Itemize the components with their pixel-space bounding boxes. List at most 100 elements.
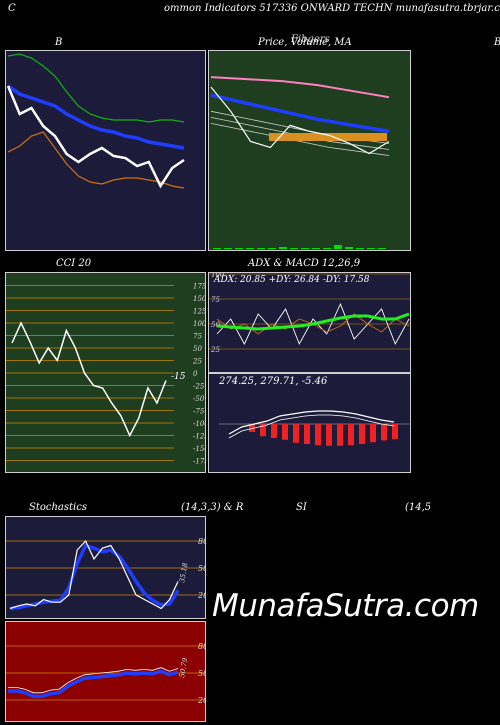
cci-tick-label: -175	[193, 458, 206, 466]
volume-bar	[224, 248, 232, 249]
price-title: Price, Volume, MA	[258, 37, 352, 48]
rsi-tick-label: 50	[198, 669, 206, 678]
macd-bar	[392, 424, 398, 440]
macd-bar	[304, 424, 310, 444]
stoch-tick-label: 80	[198, 537, 206, 546]
bollinger-series-3	[6, 85, 185, 189]
price-series-2	[210, 86, 390, 155]
bollinger-series-1	[7, 84, 185, 150]
macd-readout: 274.25, 279.71, -5.46	[219, 376, 328, 387]
volume-bar	[312, 248, 320, 249]
adx-title: ADX & MACD 12,26,9	[248, 258, 361, 269]
adx-di-line	[216, 302, 410, 346]
header-title: ommon Indicators 517336 ONWARD TECHN mun…	[164, 3, 500, 14]
cci-tick-label: 125	[193, 308, 206, 316]
adx-tick-label: 50	[211, 321, 220, 329]
cci-value-label: -15	[171, 372, 186, 382]
rsi-panel: 80 50 20 50.79	[5, 621, 206, 722]
volume-bar	[367, 248, 375, 249]
cci-line	[11, 321, 167, 438]
cci-tick-label: 150	[193, 295, 206, 303]
volume-bar	[246, 248, 254, 249]
macd-bar	[271, 424, 277, 438]
stoch-k-line	[9, 539, 179, 610]
rsi-line-thin	[8, 667, 179, 694]
header-left: C	[8, 3, 16, 14]
price-orange-band	[269, 133, 387, 141]
volume-bar	[345, 247, 353, 249]
cci-tick-label: -100	[193, 420, 206, 428]
stoch-d-line	[9, 543, 180, 611]
macd-line	[228, 410, 395, 435]
cci-tick-label: -125	[193, 433, 206, 441]
volume-bar	[290, 248, 298, 249]
price-band-2	[210, 122, 390, 156]
right-edge-letter: B	[494, 37, 500, 48]
adx-tick-label: 25	[210, 346, 220, 354]
macd-bar	[315, 424, 321, 446]
cci-tick-label: 75	[193, 333, 202, 341]
bollinger-panel	[5, 50, 206, 251]
cci-tick-label: 0	[193, 370, 198, 378]
cci-tick-label: -25	[193, 383, 205, 391]
volume-bar	[268, 248, 276, 249]
bollinger-series-0	[7, 53, 185, 123]
cci-tick-label: 50	[193, 345, 202, 353]
macd-bar	[249, 424, 255, 432]
rsi-line	[8, 669, 179, 699]
macd-chart	[219, 410, 409, 446]
adx-tick-label: 100	[211, 273, 225, 279]
rsi-tick-label: 80	[198, 642, 206, 651]
price-series-0	[210, 76, 390, 99]
volume-bar	[257, 248, 265, 249]
volume-bar	[378, 248, 386, 249]
stoch-value-label: 35.18	[178, 562, 189, 584]
macd-bar	[293, 424, 299, 443]
cci-tick-label: -50	[193, 395, 205, 403]
volume-bar	[334, 245, 342, 249]
stoch-tick-label: 20	[197, 591, 206, 600]
rsi-tick-label: 20	[197, 696, 206, 705]
price-series-1	[210, 93, 390, 134]
price-panel	[208, 50, 411, 251]
macd-bar	[359, 424, 365, 444]
macd-bar	[337, 424, 343, 446]
rsi-value-label: 50.79	[178, 657, 189, 679]
price-chart	[210, 76, 390, 249]
rsi-params: (14,5	[405, 502, 432, 513]
bollinger-title: B	[55, 37, 63, 48]
cci-tick-label: -150	[193, 445, 206, 453]
watermark: MunafaSutra.com	[212, 588, 479, 624]
volume-bar	[301, 248, 309, 249]
volume-bar	[213, 248, 221, 249]
macd-bar	[326, 424, 332, 446]
bollinger-chart	[6, 53, 185, 189]
stoch-panel: 80 50 20 35.18	[5, 516, 206, 619]
stoch-title: Stochastics	[29, 502, 87, 513]
cci-tick-label: -75	[193, 408, 205, 416]
cci-tick-label: 100	[193, 320, 206, 328]
macd-panel	[208, 373, 411, 473]
adx-line	[216, 312, 410, 331]
bollinger-series-2	[7, 131, 185, 189]
macd-bar	[370, 424, 376, 443]
cci-chart: 175 150 125 100 75 50 25 0 -25 -50 -75 -100 -125 -150…	[6, 283, 206, 466]
price-title-overlap: Fibgers	[291, 34, 330, 45]
adx-readout: ADX: 20.85 +DY: 26.84 -DY: 17.58	[214, 275, 370, 285]
stoch-tick-label: 50	[198, 564, 206, 573]
rsi-chart: 80 50 20 50.79	[6, 642, 206, 705]
macd-signal-line	[228, 414, 395, 439]
macd-bar	[260, 424, 266, 437]
volume-bar	[356, 248, 364, 249]
adx-tick-label: 75	[211, 296, 220, 304]
rsi-title: SI	[296, 502, 307, 513]
macd-bar	[381, 424, 387, 441]
adx-panel: 100 75 50 25	[208, 272, 411, 373]
cci-tick-label: 175	[193, 283, 206, 291]
stoch-params: (14,3,3) & R	[181, 502, 244, 513]
volume-bar	[323, 248, 331, 249]
stoch-chart: 80 50 20 35.18	[6, 537, 206, 611]
volume-bar	[279, 247, 287, 249]
cci-tick-label: 25	[192, 358, 202, 366]
volume-bar	[235, 248, 243, 249]
